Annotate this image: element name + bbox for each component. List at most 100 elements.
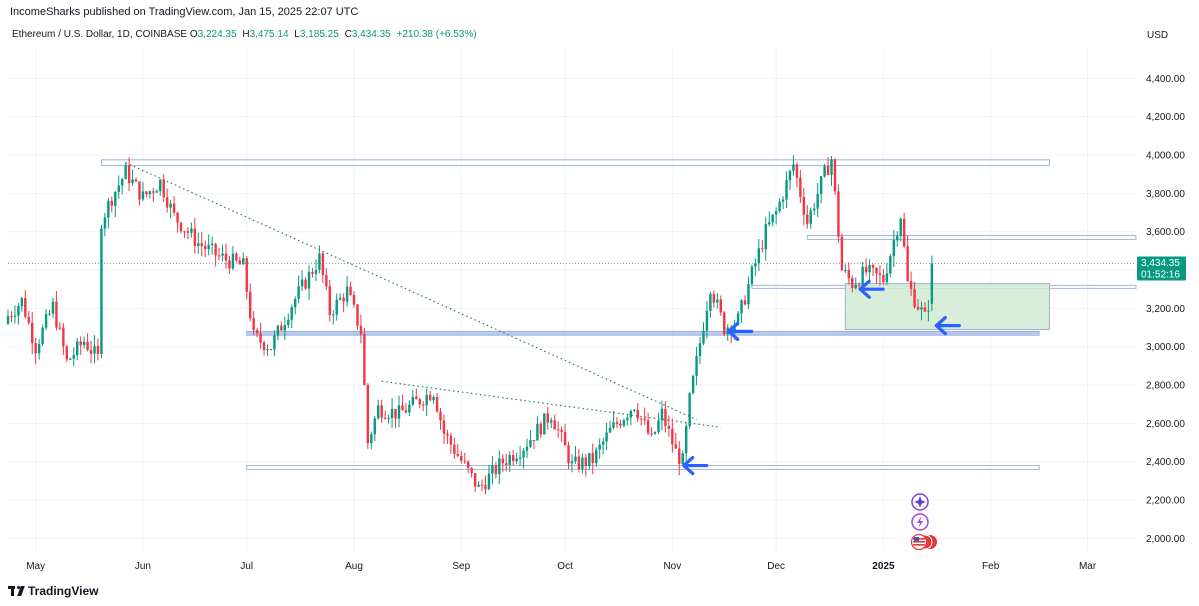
candle-body — [6, 316, 10, 324]
candle-body — [927, 310, 930, 312]
candle-body — [311, 271, 314, 274]
candle-body — [491, 465, 494, 474]
candle-body — [17, 306, 20, 316]
candle-body — [698, 343, 702, 357]
candle-body — [248, 291, 252, 319]
candle-body — [252, 318, 255, 331]
candle-body — [785, 180, 788, 200]
candle-body — [276, 325, 280, 336]
candle-body — [124, 165, 127, 180]
zones — [8, 159, 1137, 470]
green-demand-zone[interactable] — [844, 282, 1050, 330]
candle-body — [425, 394, 428, 406]
y-tick-label: 2,200.00 — [1146, 496, 1185, 507]
candle-body — [145, 191, 148, 195]
y-tick-label: 3,200.00 — [1146, 304, 1185, 315]
price-axis[interactable]: 2,000.00 2,200.00 2,400.00 2,600.00 2,800.00… — [1146, 74, 1185, 545]
candle-body — [622, 420, 626, 426]
candle-body — [536, 423, 539, 441]
candle-body — [819, 176, 823, 194]
candle-body — [498, 458, 501, 475]
top-resistance-box[interactable] — [100, 159, 1050, 167]
candle-body — [591, 453, 594, 464]
candle-body — [470, 467, 473, 474]
y-tick-label: 3,600.00 — [1146, 227, 1185, 238]
candle-body — [197, 243, 200, 246]
candle-body — [383, 417, 387, 419]
candle-body — [262, 342, 266, 351]
low-value: 3,185.25 — [299, 29, 339, 40]
support-band-3070[interactable] — [246, 330, 1040, 336]
high-value: 3,475.14 — [249, 29, 289, 40]
candle-body — [809, 210, 812, 224]
candle-body — [287, 319, 290, 326]
candle-body — [217, 255, 221, 257]
tradingview-footer[interactable]: TradingView — [8, 584, 98, 598]
candle-body — [902, 218, 906, 247]
candle-body — [837, 191, 840, 237]
mid-resistance-box[interactable] — [806, 235, 1137, 240]
candle-body — [373, 418, 376, 435]
y-tick-label: 2,600.00 — [1146, 419, 1185, 430]
candle-body — [646, 420, 650, 434]
x-tick-label: Sep — [452, 561, 470, 572]
candle-body — [390, 408, 394, 419]
candle-body — [300, 279, 304, 287]
candle-body — [795, 164, 799, 178]
candle-body — [48, 313, 51, 315]
descending-trendline[interactable] — [125, 162, 697, 421]
change-value: +210.38 (+6.53%) — [396, 29, 477, 40]
candle-body — [228, 260, 231, 269]
candle-body — [69, 358, 72, 360]
candle-body — [204, 246, 207, 250]
candle-body — [283, 325, 287, 331]
range-top-trendline[interactable] — [381, 380, 721, 428]
time-axis[interactable]: May Jun Jul Aug Sep Oct Nov Dec 2025 Feb Mar — [26, 561, 1097, 572]
candle-body — [193, 228, 197, 246]
candle-body — [508, 455, 511, 465]
candle-body — [269, 349, 273, 351]
candle-body — [671, 428, 674, 445]
candle-body — [595, 449, 598, 464]
flash-icon[interactable] — [911, 513, 929, 531]
candle-body — [688, 393, 691, 427]
candle-body — [875, 267, 878, 274]
candle-body — [556, 429, 560, 431]
candle-body — [148, 191, 152, 195]
candle-body — [619, 423, 622, 426]
candle-body — [833, 159, 837, 192]
candle-body — [733, 324, 736, 333]
candle-body — [134, 179, 138, 182]
candle-body — [214, 243, 217, 256]
candle-body — [110, 200, 114, 206]
candle-body — [380, 405, 383, 418]
candle-body — [550, 420, 553, 423]
candles — [6, 155, 934, 495]
candle-body — [152, 191, 155, 193]
trendlines — [125, 162, 721, 428]
candle-body — [588, 453, 591, 467]
candle-body — [200, 243, 203, 247]
candle-body — [615, 422, 619, 424]
us-flag-icon[interactable] — [910, 533, 938, 551]
candle-body — [930, 263, 934, 304]
sparkle-icon[interactable] — [911, 493, 929, 511]
candle-body — [293, 298, 297, 308]
candle-body — [674, 444, 678, 449]
candle-body — [653, 431, 657, 434]
candle-body — [546, 413, 549, 423]
candle-body — [231, 253, 235, 269]
bottom-support-box[interactable] — [246, 465, 1040, 470]
close-label: C — [344, 29, 352, 40]
candle-body — [612, 422, 615, 428]
candle-body — [771, 214, 774, 223]
candle-body — [812, 208, 816, 211]
candle-body — [325, 274, 328, 287]
candle-body — [518, 457, 522, 459]
symbol-legend: Ethereum / U.S. Dollar, 1D, COINBASE O3,… — [12, 29, 477, 40]
candle-body — [851, 278, 854, 289]
candle-body — [857, 284, 861, 286]
candle-body — [224, 253, 228, 261]
candle-body — [501, 458, 505, 464]
